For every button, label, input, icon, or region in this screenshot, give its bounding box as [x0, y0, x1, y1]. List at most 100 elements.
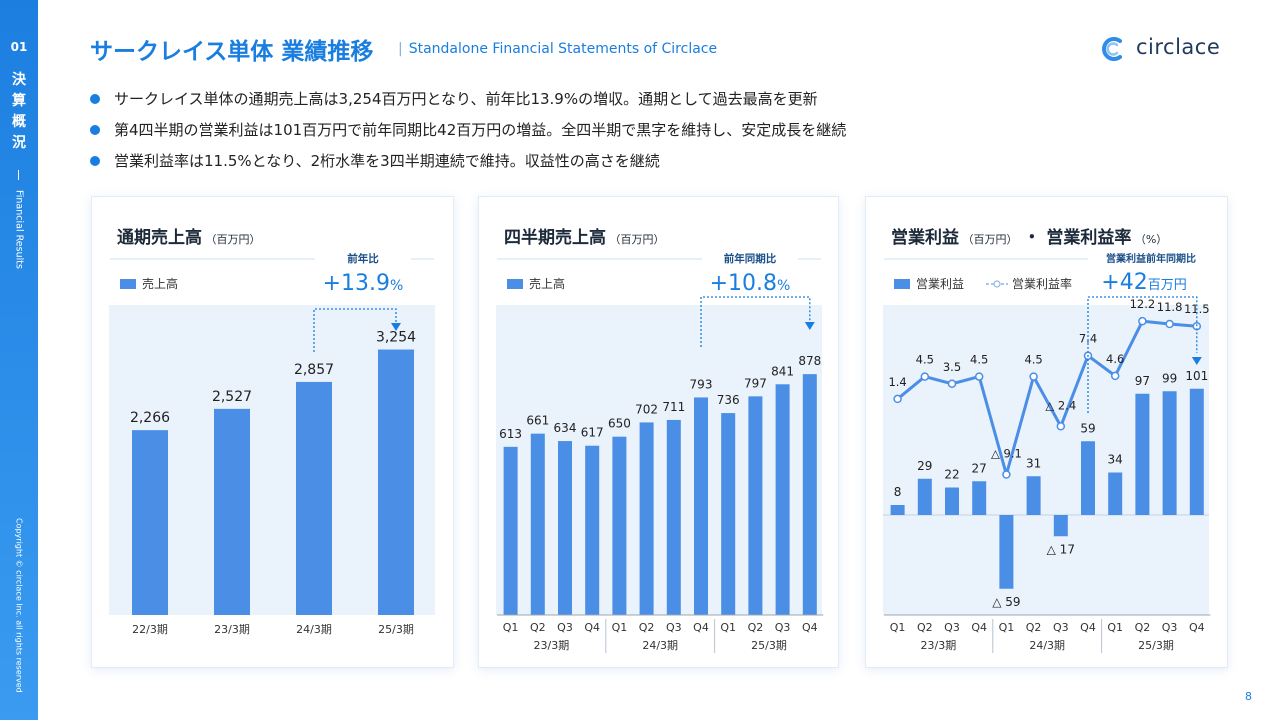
bar-value-label: 101	[1185, 369, 1208, 383]
line-value-label: 7.4	[1079, 332, 1097, 346]
bar-quarterly-sales	[775, 384, 790, 615]
quarter-tick-label: Q3	[1162, 621, 1178, 634]
bar-annual-sales	[214, 408, 250, 615]
bar-value-label: 793	[690, 377, 713, 391]
plot-area	[496, 305, 822, 615]
section-title: 決 算 概 況	[0, 70, 38, 154]
line-value-label: △ 2.4	[1045, 398, 1076, 412]
chart-unit: （百万円）	[606, 233, 665, 246]
year-tick-label: 23/3期	[534, 639, 570, 652]
year-tick-label: 25/3期	[1138, 639, 1174, 652]
bar-operating-profit	[1162, 391, 1177, 515]
quarter-tick-label: Q2	[530, 621, 546, 634]
bar-quarterly-sales	[748, 396, 763, 615]
line-value-label: 3.5	[943, 360, 961, 374]
margin-line	[896, 319, 1197, 477]
x-tick-label: 23/3期	[214, 623, 250, 636]
legend-label: 売上高	[142, 276, 178, 291]
bar-operating-profit	[1026, 476, 1041, 515]
annual-sales-panel: 通期売上高 （百万円） 売上高 2,266 22/3期 2,527 23/3期 2,857 2…	[91, 196, 454, 668]
margin-point	[920, 372, 930, 381]
page-title: サークレイス単体 業績推移	[90, 39, 374, 65]
sidebar-divider	[18, 170, 19, 180]
chart-unit: （百万円）	[202, 233, 261, 246]
chart-unit: （百万円）	[959, 233, 1018, 246]
bar-value-label: 736	[717, 393, 740, 407]
operating-profit-panel: 営業利益 （百万円） ・ 営業利益率 （%） 営業利益 営業利益率 8 29 22 27 △ …	[865, 196, 1228, 668]
callout-arrow-icon	[1191, 357, 1202, 365]
bar-operating-profit	[917, 478, 932, 515]
bar-quarterly-sales	[530, 433, 545, 615]
margin-point	[1056, 422, 1066, 431]
callout-unit: 百万円	[1148, 278, 1187, 293]
callout-bg	[315, 250, 411, 268]
bar-value-label: 661	[526, 414, 549, 428]
bar-value-label: △ 59	[992, 595, 1020, 609]
bar-quarterly-sales	[802, 374, 817, 615]
title-separator: ・	[1018, 228, 1047, 248]
quarter-tick-label: Q4	[971, 621, 987, 634]
bar-operating-profit	[1189, 388, 1204, 515]
quarterly-sales-chart: 四半期売上高 （百万円） 売上高 613 661 634 617 650 702 711 793 7…	[496, 227, 824, 653]
bar-annual-sales	[132, 430, 168, 615]
quarter-tick-label: Q4	[802, 621, 818, 634]
bar-value-label: 617	[581, 426, 604, 440]
bar-operating-profit	[1081, 441, 1095, 515]
line-value-label: 1.4	[888, 375, 906, 389]
bar-value-label: 29	[917, 459, 932, 473]
callout-connector	[1087, 296, 1198, 413]
legend-label: 売上高	[529, 276, 565, 291]
quarter-tick-label: Q2	[748, 621, 764, 634]
margin-point	[1138, 316, 1147, 326]
quarter-tick-label: Q1	[503, 621, 519, 634]
bar-value-label: 22	[944, 468, 959, 482]
callout-arrow-icon	[391, 323, 401, 331]
callout-bg	[1088, 250, 1212, 268]
bar-operating-profit	[945, 487, 959, 515]
quarter-tick-label: Q3	[1053, 621, 1069, 634]
quarter-tick-label: Q2	[1026, 621, 1042, 634]
callout-connector	[313, 308, 397, 352]
bar-quarterly-sales	[585, 445, 600, 615]
bar-operating-profit	[1108, 472, 1123, 515]
quarter-tick-label: Q4	[584, 621, 600, 634]
copyright: Copyright © circlace Inc. all rights res…	[14, 518, 24, 693]
title-separator: |	[398, 41, 403, 57]
bar-quarterly-sales	[612, 436, 627, 615]
bar-annual-sales	[378, 349, 414, 615]
callout-number: +10.8	[710, 271, 777, 296]
legend-label: 営業利益	[916, 277, 964, 291]
quarter-tick-label: Q1	[720, 621, 736, 634]
bar-value-label: 797	[744, 376, 767, 390]
page-subtitle: Standalone Financial Statements of Circl…	[408, 41, 718, 57]
legend-swatch	[507, 279, 523, 289]
callout-value: +42百万円	[1101, 270, 1186, 295]
chart-title-text: 営業利益	[891, 227, 959, 248]
callout-value: +10.8%	[710, 271, 791, 296]
bar-value-label: 702	[635, 402, 658, 416]
quarter-tick-label: Q2	[1135, 621, 1151, 634]
chart-unit: （%）	[1131, 233, 1167, 246]
quarter-tick-label: Q4	[1080, 621, 1096, 634]
bullet-item: サークレイス単体の通期売上高は3,254百万円となり、前年比13.9%の増収。通…	[90, 88, 846, 119]
bar-annual-sales	[296, 381, 332, 615]
line-value-label: 4.6	[1106, 352, 1124, 366]
quarter-tick-label: Q1	[1107, 621, 1123, 634]
bar-quarterly-sales	[503, 446, 518, 615]
quarter-tick-label: Q1	[612, 621, 628, 634]
callout-number: +13.9	[323, 271, 390, 296]
circlace-logo: circlace	[1098, 34, 1238, 64]
bar-operating-profit	[1135, 393, 1150, 515]
page-number: 8	[1245, 690, 1252, 703]
chart-title: 営業利益 （百万円） ・ 営業利益率 （%）	[891, 227, 1167, 248]
margin-point	[974, 372, 984, 381]
bar-operating-profit	[972, 481, 987, 515]
callout-unit: %	[777, 278, 790, 294]
bar-operating-profit	[890, 505, 905, 515]
bar-quarterly-sales	[694, 397, 708, 615]
summary-bullets: サークレイス単体の通期売上高は3,254百万円となり、前年比13.9%の増収。通…	[90, 88, 846, 181]
section-title-char: 概	[12, 114, 26, 130]
margin-point	[1029, 372, 1038, 381]
section-number: 01	[10, 40, 28, 54]
quarter-tick-label: Q4	[693, 621, 709, 634]
